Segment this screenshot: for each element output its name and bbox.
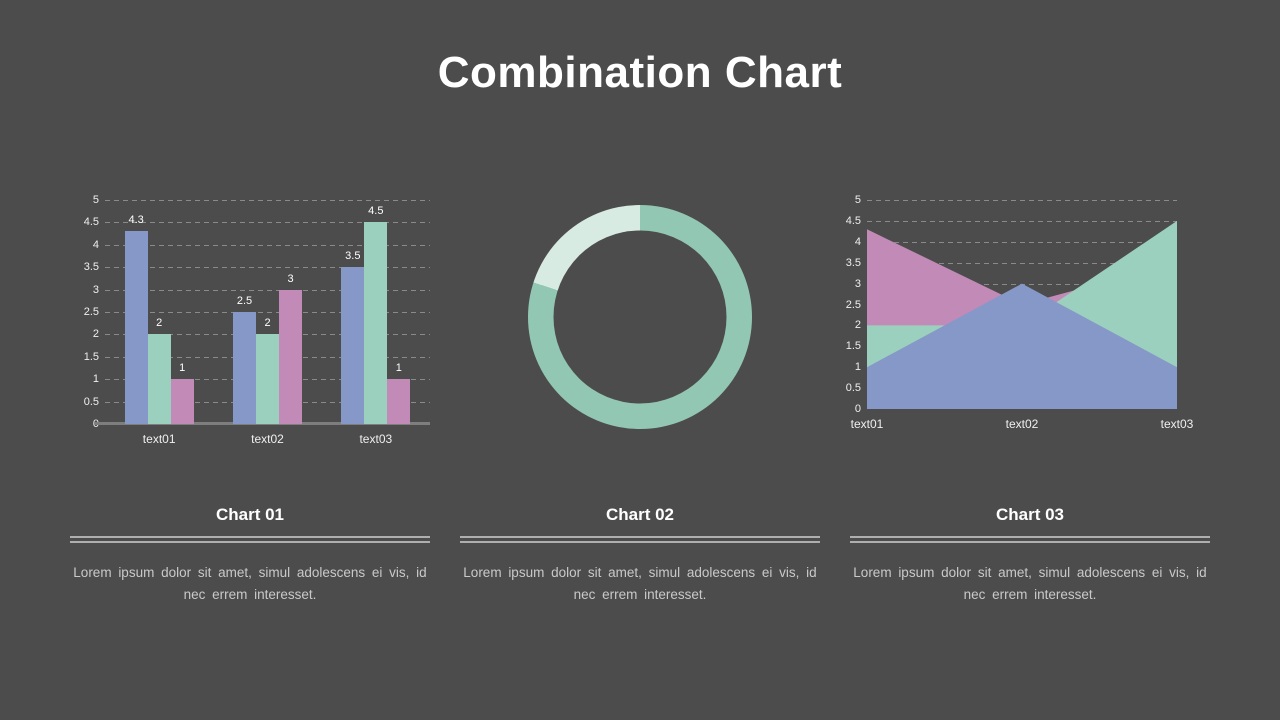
section-divider xyxy=(850,536,1210,543)
bar-pink-text02 xyxy=(279,289,302,424)
y-tick-label: 3.5 xyxy=(83,261,99,274)
y-tick-label: 1.5 xyxy=(845,340,861,353)
gridline xyxy=(867,262,1177,264)
bar-green-text03 xyxy=(364,222,388,424)
gridline xyxy=(105,200,430,201)
value-label: 1 xyxy=(395,362,402,375)
bar-green-text01 xyxy=(147,334,171,424)
y-tick-label: 3.5 xyxy=(845,256,861,269)
category-label: text02 xyxy=(1005,417,1039,431)
y-tick-label: 2 xyxy=(92,328,99,341)
category-label: text03 xyxy=(359,432,393,446)
y-tick-label: 0 xyxy=(854,403,861,415)
section-heading: Chart 03 xyxy=(995,505,1065,524)
bar-blue-text02 xyxy=(233,312,256,424)
y-tick-label: 4.5 xyxy=(83,216,99,229)
category-label: text02 xyxy=(251,432,284,446)
y-tick-label: 3 xyxy=(854,277,861,290)
bar-chart: 00.511.522.533.544.554.321text012.523tex… xyxy=(84,194,430,446)
area-series-canvas xyxy=(867,220,1177,409)
y-tick-label: 1 xyxy=(854,361,861,374)
y-tick-label: 4 xyxy=(92,238,99,251)
section-heading: Chart 02 xyxy=(605,505,675,524)
section-body: Lorem ipsum dolor sit amet, simul adoles… xyxy=(853,565,1207,602)
value-label: 3 xyxy=(287,272,294,285)
y-tick-label: 0.5 xyxy=(845,382,861,395)
section-divider xyxy=(460,536,820,543)
value-label: 1 xyxy=(179,362,186,375)
gridline xyxy=(867,200,1177,201)
y-tick-label: 4.5 xyxy=(845,214,861,227)
value-label: 4.5 xyxy=(368,205,384,218)
area-chart: 0 0.5 1 1.5 2 2.5 3 3.5 4 4.5 5 text01 text02 text03 xyxy=(846,194,1194,431)
y-tick-label: 4 xyxy=(854,235,861,248)
y-tick-label: 3 xyxy=(92,283,99,296)
section-heading: Chart 01 xyxy=(215,505,285,524)
y-tick-label: 0 xyxy=(55,417,99,431)
gridline xyxy=(105,312,430,313)
section-chart-02: Chart 02 Lorem ipsum dolor sit amet, sim… xyxy=(460,500,820,606)
area-polygon-blue xyxy=(867,283,1177,409)
y-tick-label: 1 xyxy=(92,373,99,386)
value-label: 2 xyxy=(156,317,163,330)
gridline xyxy=(867,220,1177,222)
y-tick-label: 0.5 xyxy=(83,395,99,408)
y-tick-label: 5 xyxy=(854,194,861,206)
category-label: text01 xyxy=(142,432,176,446)
bar-blue-text03 xyxy=(341,267,365,424)
y-tick-label: 2.5 xyxy=(845,298,861,311)
y-tick-label: 2 xyxy=(854,319,861,332)
gridline xyxy=(105,289,430,291)
slide-title: Combination Chart xyxy=(437,48,843,97)
y-tick-label: 2.5 xyxy=(83,306,99,318)
section-body: Lorem ipsum dolor sit amet, simul adoles… xyxy=(463,565,817,602)
donut-chart xyxy=(528,205,752,429)
gridline xyxy=(105,222,430,224)
section-divider xyxy=(70,536,430,543)
gridline xyxy=(105,267,430,269)
bar-pink-text03 xyxy=(387,379,411,424)
value-label: 2.5 xyxy=(236,295,253,307)
bar-pink-text01 xyxy=(170,379,194,424)
category-label: text01 xyxy=(850,417,884,431)
bar-blue-text01 xyxy=(124,231,148,424)
section-body: Lorem ipsum dolor sit amet, simul adoles… xyxy=(73,565,427,602)
gridline xyxy=(867,241,1177,243)
value-label: 3.5 xyxy=(345,250,361,263)
value-label: 4.3 xyxy=(128,214,144,227)
section-chart-01: Chart 01 Lorem ipsum dolor sit amet, sim… xyxy=(70,500,430,606)
value-label: 2 xyxy=(264,317,271,330)
category-label: text03 xyxy=(1160,417,1194,431)
y-tick-label: 1.5 xyxy=(83,350,99,363)
y-tick-label: 5 xyxy=(92,194,99,206)
section-chart-03: Chart 03 Lorem ipsum dolor sit amet, sim… xyxy=(850,500,1210,606)
donut-hole xyxy=(553,230,727,404)
gridline xyxy=(105,244,430,246)
bar-green-text02 xyxy=(256,334,279,424)
